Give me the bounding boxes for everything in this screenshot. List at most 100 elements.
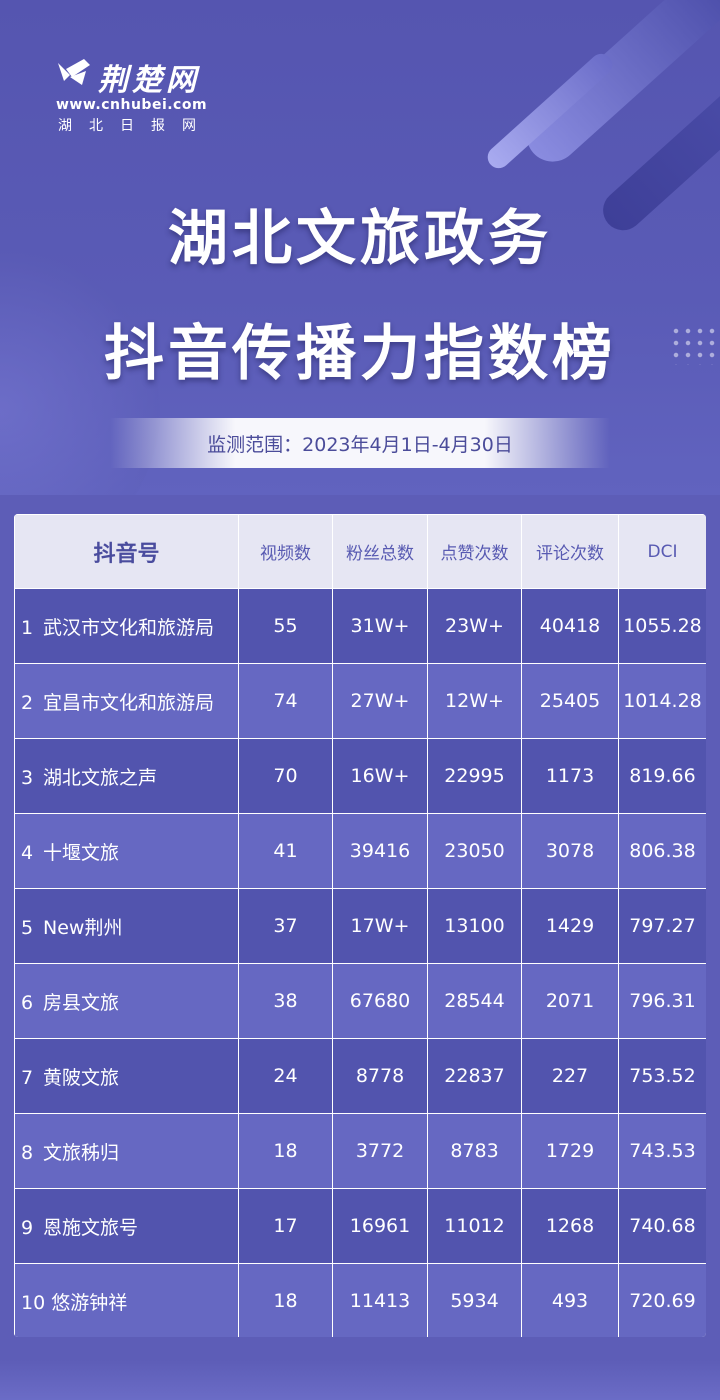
- likes-cell: 12W+: [427, 663, 522, 739]
- comments-cell: 1429: [521, 888, 619, 964]
- rank-number: 1: [21, 616, 34, 639]
- decorative-dots: [670, 325, 718, 365]
- dci-cell: 1014.28: [618, 663, 706, 739]
- dci-cell: 753.52: [618, 1038, 706, 1114]
- fans-cell: 27W+: [332, 663, 428, 739]
- table-header-row: 抖音号 视频数 粉丝总数 点赞次数 评论次数 DCI: [14, 514, 706, 589]
- dci-cell: 797.27: [618, 888, 706, 964]
- ranking-table-grid: 抖音号 视频数 粉丝总数 点赞次数 评论次数 DCI 1 武汉市文化和旅游局 55…: [14, 514, 706, 1337]
- table-row: 8 文旅秭归 18 3772 8783 1729 743.53: [14, 1113, 706, 1189]
- rank-number: 4: [21, 841, 34, 864]
- videos-cell: 74: [238, 663, 333, 739]
- table-row: 4 十堰文旅 41 39416 23050 3078 806.38: [14, 813, 706, 889]
- comments-cell: 2071: [521, 963, 619, 1039]
- likes-cell: 22995: [427, 738, 522, 814]
- column-header-videos: 视频数: [238, 514, 333, 589]
- column-header-likes: 点赞次数: [427, 514, 522, 589]
- videos-cell: 55: [238, 588, 333, 664]
- rank-number: 3: [21, 766, 34, 789]
- rank-number: 8: [21, 1141, 34, 1164]
- dci-cell: 806.38: [618, 813, 706, 889]
- likes-cell: 11012: [427, 1188, 522, 1264]
- comments-cell: 1729: [521, 1113, 619, 1189]
- brand-name: 荆楚网: [98, 63, 200, 98]
- column-header-comments: 评论次数: [521, 514, 619, 589]
- ranking-table: 抖音号 视频数 粉丝总数 点赞次数 评论次数 DCI 1 武汉市文化和旅游局 55…: [14, 514, 706, 1337]
- dci-cell: 743.53: [618, 1113, 706, 1189]
- dci-cell: 720.69: [618, 1263, 706, 1337]
- account-cell: 4 十堰文旅: [14, 813, 239, 889]
- brand-mark-icon: [58, 59, 90, 85]
- column-header-account: 抖音号: [14, 514, 239, 589]
- rank-number: 9: [21, 1216, 34, 1239]
- page-title-line1: 湖北文旅政务: [168, 204, 552, 274]
- account-cell: 3 湖北文旅之声: [14, 738, 239, 814]
- likes-cell: 23050: [427, 813, 522, 889]
- account-cell: 1 武汉市文化和旅游局: [14, 588, 239, 664]
- header-banner: 荆楚网 www.cnhubei.com 湖北日报网 湖北文旅政务 抖音传播力指数…: [0, 0, 720, 495]
- account-name: New荆州: [43, 916, 123, 939]
- videos-cell: 18: [238, 1113, 333, 1189]
- rank-number: 10: [21, 1291, 46, 1314]
- comments-cell: 25405: [521, 663, 619, 739]
- videos-cell: 17: [238, 1188, 333, 1264]
- account-name: 宜昌市文化和旅游局: [43, 691, 215, 714]
- fans-cell: 11413: [332, 1263, 428, 1337]
- comments-cell: 493: [521, 1263, 619, 1337]
- dci-cell: 740.68: [618, 1188, 706, 1264]
- table-row: 1 武汉市文化和旅游局 55 31W+ 23W+ 40418 1055.28: [14, 588, 706, 664]
- comments-cell: 1173: [521, 738, 619, 814]
- likes-cell: 23W+: [427, 588, 522, 664]
- fans-cell: 31W+: [332, 588, 428, 664]
- account-name: 恩施文旅号: [43, 1216, 139, 1239]
- rank-number: 7: [21, 1066, 34, 1089]
- videos-cell: 70: [238, 738, 333, 814]
- table-row: 3 湖北文旅之声 70 16W+ 22995 1173 819.66: [14, 738, 706, 814]
- account-name: 湖北文旅之声: [43, 766, 158, 789]
- dci-cell: 796.31: [618, 963, 706, 1039]
- dci-cell: 1055.28: [618, 588, 706, 664]
- rank-number: 5: [21, 916, 34, 939]
- comments-cell: 3078: [521, 813, 619, 889]
- likes-cell: 28544: [427, 963, 522, 1039]
- videos-cell: 18: [238, 1263, 333, 1337]
- fans-cell: 8778: [332, 1038, 428, 1114]
- rank-number: 6: [21, 991, 34, 1014]
- videos-cell: 24: [238, 1038, 333, 1114]
- account-name: 房县文旅: [43, 991, 120, 1014]
- monitor-range-text: 监测范围：2023年4月1日-4月30日: [207, 434, 513, 456]
- footer-strip: [0, 1360, 720, 1400]
- brand-logo: 荆楚网 www.cnhubei.com 湖北日报网: [56, 55, 236, 135]
- likes-cell: 5934: [427, 1263, 522, 1337]
- brand-url: www.cnhubei.com: [56, 97, 208, 113]
- fans-cell: 16W+: [332, 738, 428, 814]
- monitor-range-bar: 监测范围：2023年4月1日-4月30日: [110, 418, 610, 468]
- fans-cell: 67680: [332, 963, 428, 1039]
- table-row: 7 黄陂文旅 24 8778 22837 227 753.52: [14, 1038, 706, 1114]
- comments-cell: 227: [521, 1038, 619, 1114]
- page-title-line2: 抖音传播力指数榜: [104, 319, 616, 389]
- account-cell: 9 恩施文旅号: [14, 1188, 239, 1264]
- comments-cell: 1268: [521, 1188, 619, 1264]
- videos-cell: 41: [238, 813, 333, 889]
- table-row: 10 悠游钟祥 18 11413 5934 493 720.69: [14, 1263, 706, 1337]
- likes-cell: 8783: [427, 1113, 522, 1189]
- fans-cell: 17W+: [332, 888, 428, 964]
- likes-cell: 22837: [427, 1038, 522, 1114]
- account-cell: 8 文旅秭归: [14, 1113, 239, 1189]
- table-row: 5 New荆州 37 17W+ 13100 1429 797.27: [14, 888, 706, 964]
- account-cell: 5 New荆州: [14, 888, 239, 964]
- account-cell: 2 宜昌市文化和旅游局: [14, 663, 239, 739]
- fans-cell: 3772: [332, 1113, 428, 1189]
- account-name: 黄陂文旅: [43, 1066, 120, 1089]
- videos-cell: 37: [238, 888, 333, 964]
- account-name: 武汉市文化和旅游局: [43, 616, 215, 639]
- table-row: 6 房县文旅 38 67680 28544 2071 796.31: [14, 963, 706, 1039]
- account-name: 悠游钟祥: [51, 1291, 128, 1314]
- account-name: 十堰文旅: [43, 841, 120, 864]
- table-row: 2 宜昌市文化和旅游局 74 27W+ 12W+ 25405 1014.28: [14, 663, 706, 739]
- account-cell: 7 黄陂文旅: [14, 1038, 239, 1114]
- table-row: 9 恩施文旅号 17 16961 11012 1268 740.68: [14, 1188, 706, 1264]
- account-name: 文旅秭归: [43, 1141, 120, 1164]
- column-header-fans: 粉丝总数: [332, 514, 428, 589]
